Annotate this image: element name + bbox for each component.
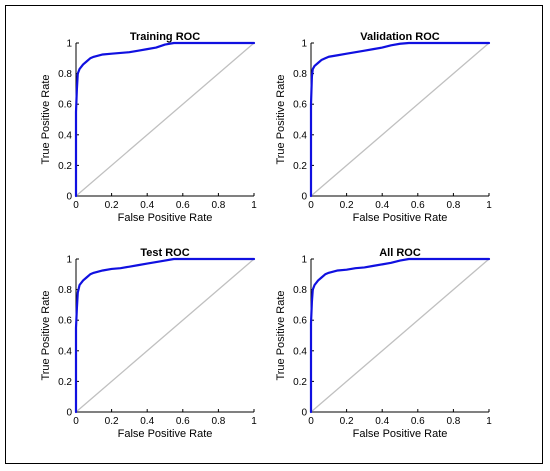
x-tick-label: 1 — [486, 416, 492, 427]
x-tick-label: 0.6 — [176, 416, 190, 427]
y-axis-label: True Positive Rate — [275, 74, 287, 164]
y-axis-label: True Positive Rate — [40, 290, 52, 380]
x-tick-label: 0 — [73, 416, 79, 427]
x-tick-label: 0.4 — [140, 416, 154, 427]
y-tick-label: 0.6 — [293, 100, 307, 111]
x-tick-label: 0.2 — [340, 200, 354, 211]
y-tick-label: 0 — [301, 192, 307, 203]
roc-curve-line — [309, 41, 491, 198]
x-axis-label: False Positive Rate — [353, 212, 448, 224]
y-tick-label: 0.4 — [58, 346, 72, 357]
x-tick-label: 0.8 — [446, 200, 460, 211]
chart-title: Validation ROC — [360, 31, 440, 43]
y-tick-label: 0.2 — [58, 161, 72, 172]
y-tick-label: 0.2 — [58, 377, 72, 388]
x-tick-label: 0 — [308, 200, 314, 211]
x-tick-label: 0.2 — [340, 416, 354, 427]
chart-title: Test ROC — [140, 247, 189, 259]
y-tick-label: 0.2 — [293, 161, 307, 172]
y-tick-label: 0 — [301, 408, 307, 419]
y-tick-label: 0.8 — [58, 69, 72, 80]
x-tick-label: 0 — [73, 200, 79, 211]
x-axis-label: False Positive Rate — [118, 212, 213, 224]
roc-curve-line — [74, 257, 256, 414]
y-tick-label: 0.6 — [58, 100, 72, 111]
x-tick-label: 1 — [251, 200, 257, 211]
y-tick-label: 1 — [301, 255, 307, 266]
y-tick-label: 0.6 — [58, 316, 72, 327]
chart-panel-4: 0 0.2 0.4 0.6 0.8 1 0 0.2 0.4 0.6 0.8 1 All ROC False… — [275, 247, 492, 440]
chart-panel-2: 0 0.2 0.4 0.6 0.8 1 0 0.2 0.4 0.6 0.8 1 Validation R… — [275, 31, 492, 224]
y-tick-label: 1 — [66, 39, 72, 50]
x-tick-label: 0.4 — [140, 200, 154, 211]
x-tick-label: 0.2 — [105, 200, 119, 211]
y-tick-label: 1 — [66, 255, 72, 266]
x-axis-label: False Positive Rate — [353, 428, 448, 440]
y-axis-label: True Positive Rate — [275, 290, 287, 380]
reference-diagonal-line — [75, 42, 255, 197]
x-axis-label: False Positive Rate — [118, 428, 213, 440]
y-tick-label: 0 — [66, 408, 72, 419]
roc-curve-line — [74, 41, 256, 198]
y-tick-label: 0.2 — [293, 377, 307, 388]
x-tick-label: 0.6 — [411, 200, 425, 211]
x-tick-label: 1 — [251, 416, 257, 427]
chart-title: All ROC — [379, 247, 421, 259]
y-tick-label: 0.4 — [293, 130, 307, 141]
y-tick-label: 0.8 — [293, 285, 307, 296]
y-tick-label: 0 — [66, 192, 72, 203]
chart-panel-3: 0 0.2 0.4 0.6 0.8 1 0 0.2 0.4 0.6 0.8 1 Test ROC Fals… — [40, 247, 257, 440]
x-tick-label: 0.6 — [411, 416, 425, 427]
x-tick-label: 1 — [486, 200, 492, 211]
y-tick-label: 0.4 — [293, 346, 307, 357]
y-tick-label: 1 — [301, 39, 307, 50]
x-tick-label: 0.4 — [375, 416, 389, 427]
chart-panel-1: 0 0.2 0.4 0.6 0.8 1 0 0.2 0.4 0.6 0.8 1 Training ROC… — [40, 31, 257, 224]
reference-diagonal-line — [310, 258, 490, 413]
y-tick-label: 0.4 — [58, 130, 72, 141]
x-tick-label: 0.8 — [211, 200, 225, 211]
figure-frame — [5, 5, 543, 464]
y-tick-label: 0.8 — [58, 285, 72, 296]
reference-diagonal-line — [310, 42, 490, 197]
reference-diagonal-line — [75, 258, 255, 413]
x-tick-label: 0.2 — [105, 416, 119, 427]
y-tick-label: 0.8 — [293, 69, 307, 80]
x-tick-label: 0.6 — [176, 200, 190, 211]
x-tick-label: 0.8 — [211, 416, 225, 427]
chart-title: Training ROC — [130, 31, 200, 43]
x-tick-label: 0.4 — [375, 200, 389, 211]
y-axis-label: True Positive Rate — [40, 74, 52, 164]
roc-curve-line — [309, 257, 491, 414]
y-tick-label: 0.6 — [293, 316, 307, 327]
x-tick-label: 0.8 — [446, 416, 460, 427]
x-tick-label: 0 — [308, 416, 314, 427]
